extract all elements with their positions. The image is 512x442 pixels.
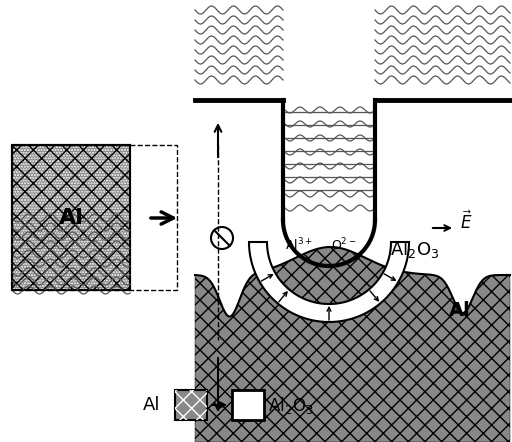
Bar [12, 145, 130, 290]
Text: O$^{2-}$: O$^{2-}$ [331, 237, 357, 253]
Bar [175, 390, 207, 420]
Text: Al: Al [142, 396, 160, 414]
Text: Al$_2$O$_3$: Al$_2$O$_3$ [268, 395, 314, 415]
Bar [12, 145, 130, 290]
Bar [12, 145, 130, 290]
Text: $\vec{E}$: $\vec{E}$ [460, 211, 473, 233]
Bar [175, 390, 207, 420]
Text: Al: Al [58, 207, 83, 228]
Polygon shape [249, 242, 409, 322]
Bar [232, 390, 264, 420]
Bar [12, 145, 177, 290]
Text: Al$^{3+}$: Al$^{3+}$ [285, 237, 313, 253]
Polygon shape [195, 247, 510, 442]
Text: Al: Al [449, 301, 471, 320]
Text: Al$_2$O$_3$: Al$_2$O$_3$ [390, 240, 439, 260]
